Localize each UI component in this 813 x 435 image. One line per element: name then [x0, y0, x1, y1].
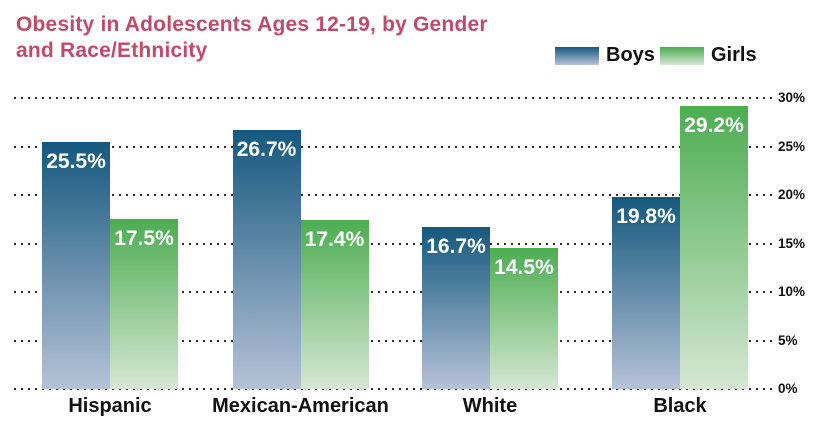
ytick-10%: 10%	[778, 284, 806, 299]
legend-swatch-girls-icon	[660, 46, 704, 65]
bar-value-label: 29.2%	[684, 113, 744, 137]
legend-item-boys: Boys	[555, 44, 655, 67]
gridline-5%	[14, 339, 774, 342]
ytick-20%: 20%	[778, 187, 806, 202]
bar-boys-black: 19.8%	[612, 196, 680, 389]
bar-value-label: 14.5%	[494, 256, 554, 280]
ytick-15%: 15%	[778, 235, 806, 251]
bar-girls-hispanic: 17.5%	[110, 219, 178, 389]
bar-value-label: 26.7%	[236, 138, 297, 162]
gridline-20%	[14, 194, 774, 196]
bar-value-label: 25.5%	[46, 149, 106, 173]
ytick-25%: 25%	[778, 138, 806, 154]
bar-value-label: 16.7%	[426, 235, 486, 259]
bar-girls-white: 14.5%	[490, 248, 558, 389]
xlabel-white: White	[462, 395, 518, 417]
bar-value-label: 19.8%	[616, 204, 676, 228]
bar-boys-hispanic: 25.5%	[42, 141, 110, 389]
plot-area: 25.5% 17.5% 26.7% 17.4% 16.7% 14.5% 19.8% 29.2%	[14, 97, 774, 390]
gridline-15%	[14, 242, 774, 245]
ytick-5%: 5%	[778, 332, 798, 348]
legend-item-girls: Girls	[660, 44, 757, 67]
xlabel-hispanic: Hispanic	[68, 395, 152, 417]
gridline-0%	[14, 388, 774, 390]
legend-label-boys: Boys	[606, 44, 655, 66]
chart-title: Obesity in Adolescents Ages 12-19, by Ge…	[16, 13, 488, 62]
gridline-25%	[14, 145, 774, 148]
bar-boys-white: 16.7%	[422, 227, 490, 389]
xlabel-mexican-american: Mexican-American	[212, 395, 389, 417]
ytick-30%: 30%	[778, 90, 806, 105]
gridline-10%	[14, 291, 774, 293]
gridline-30%	[14, 97, 774, 99]
xlabel-black: Black	[653, 395, 707, 417]
legend-swatch-boys-icon	[555, 46, 599, 65]
bar-girls-black: 29.2%	[680, 105, 748, 389]
bar-boys-mexican-american: 26.7%	[232, 130, 301, 389]
ytick-0%: 0%	[778, 381, 798, 396]
bar-girls-mexican-american: 17.4%	[300, 220, 369, 389]
bar-value-label: 17.4%	[304, 228, 365, 252]
legend-label-girls: Girls	[711, 44, 757, 66]
bar-value-label: 17.5%	[114, 227, 174, 251]
